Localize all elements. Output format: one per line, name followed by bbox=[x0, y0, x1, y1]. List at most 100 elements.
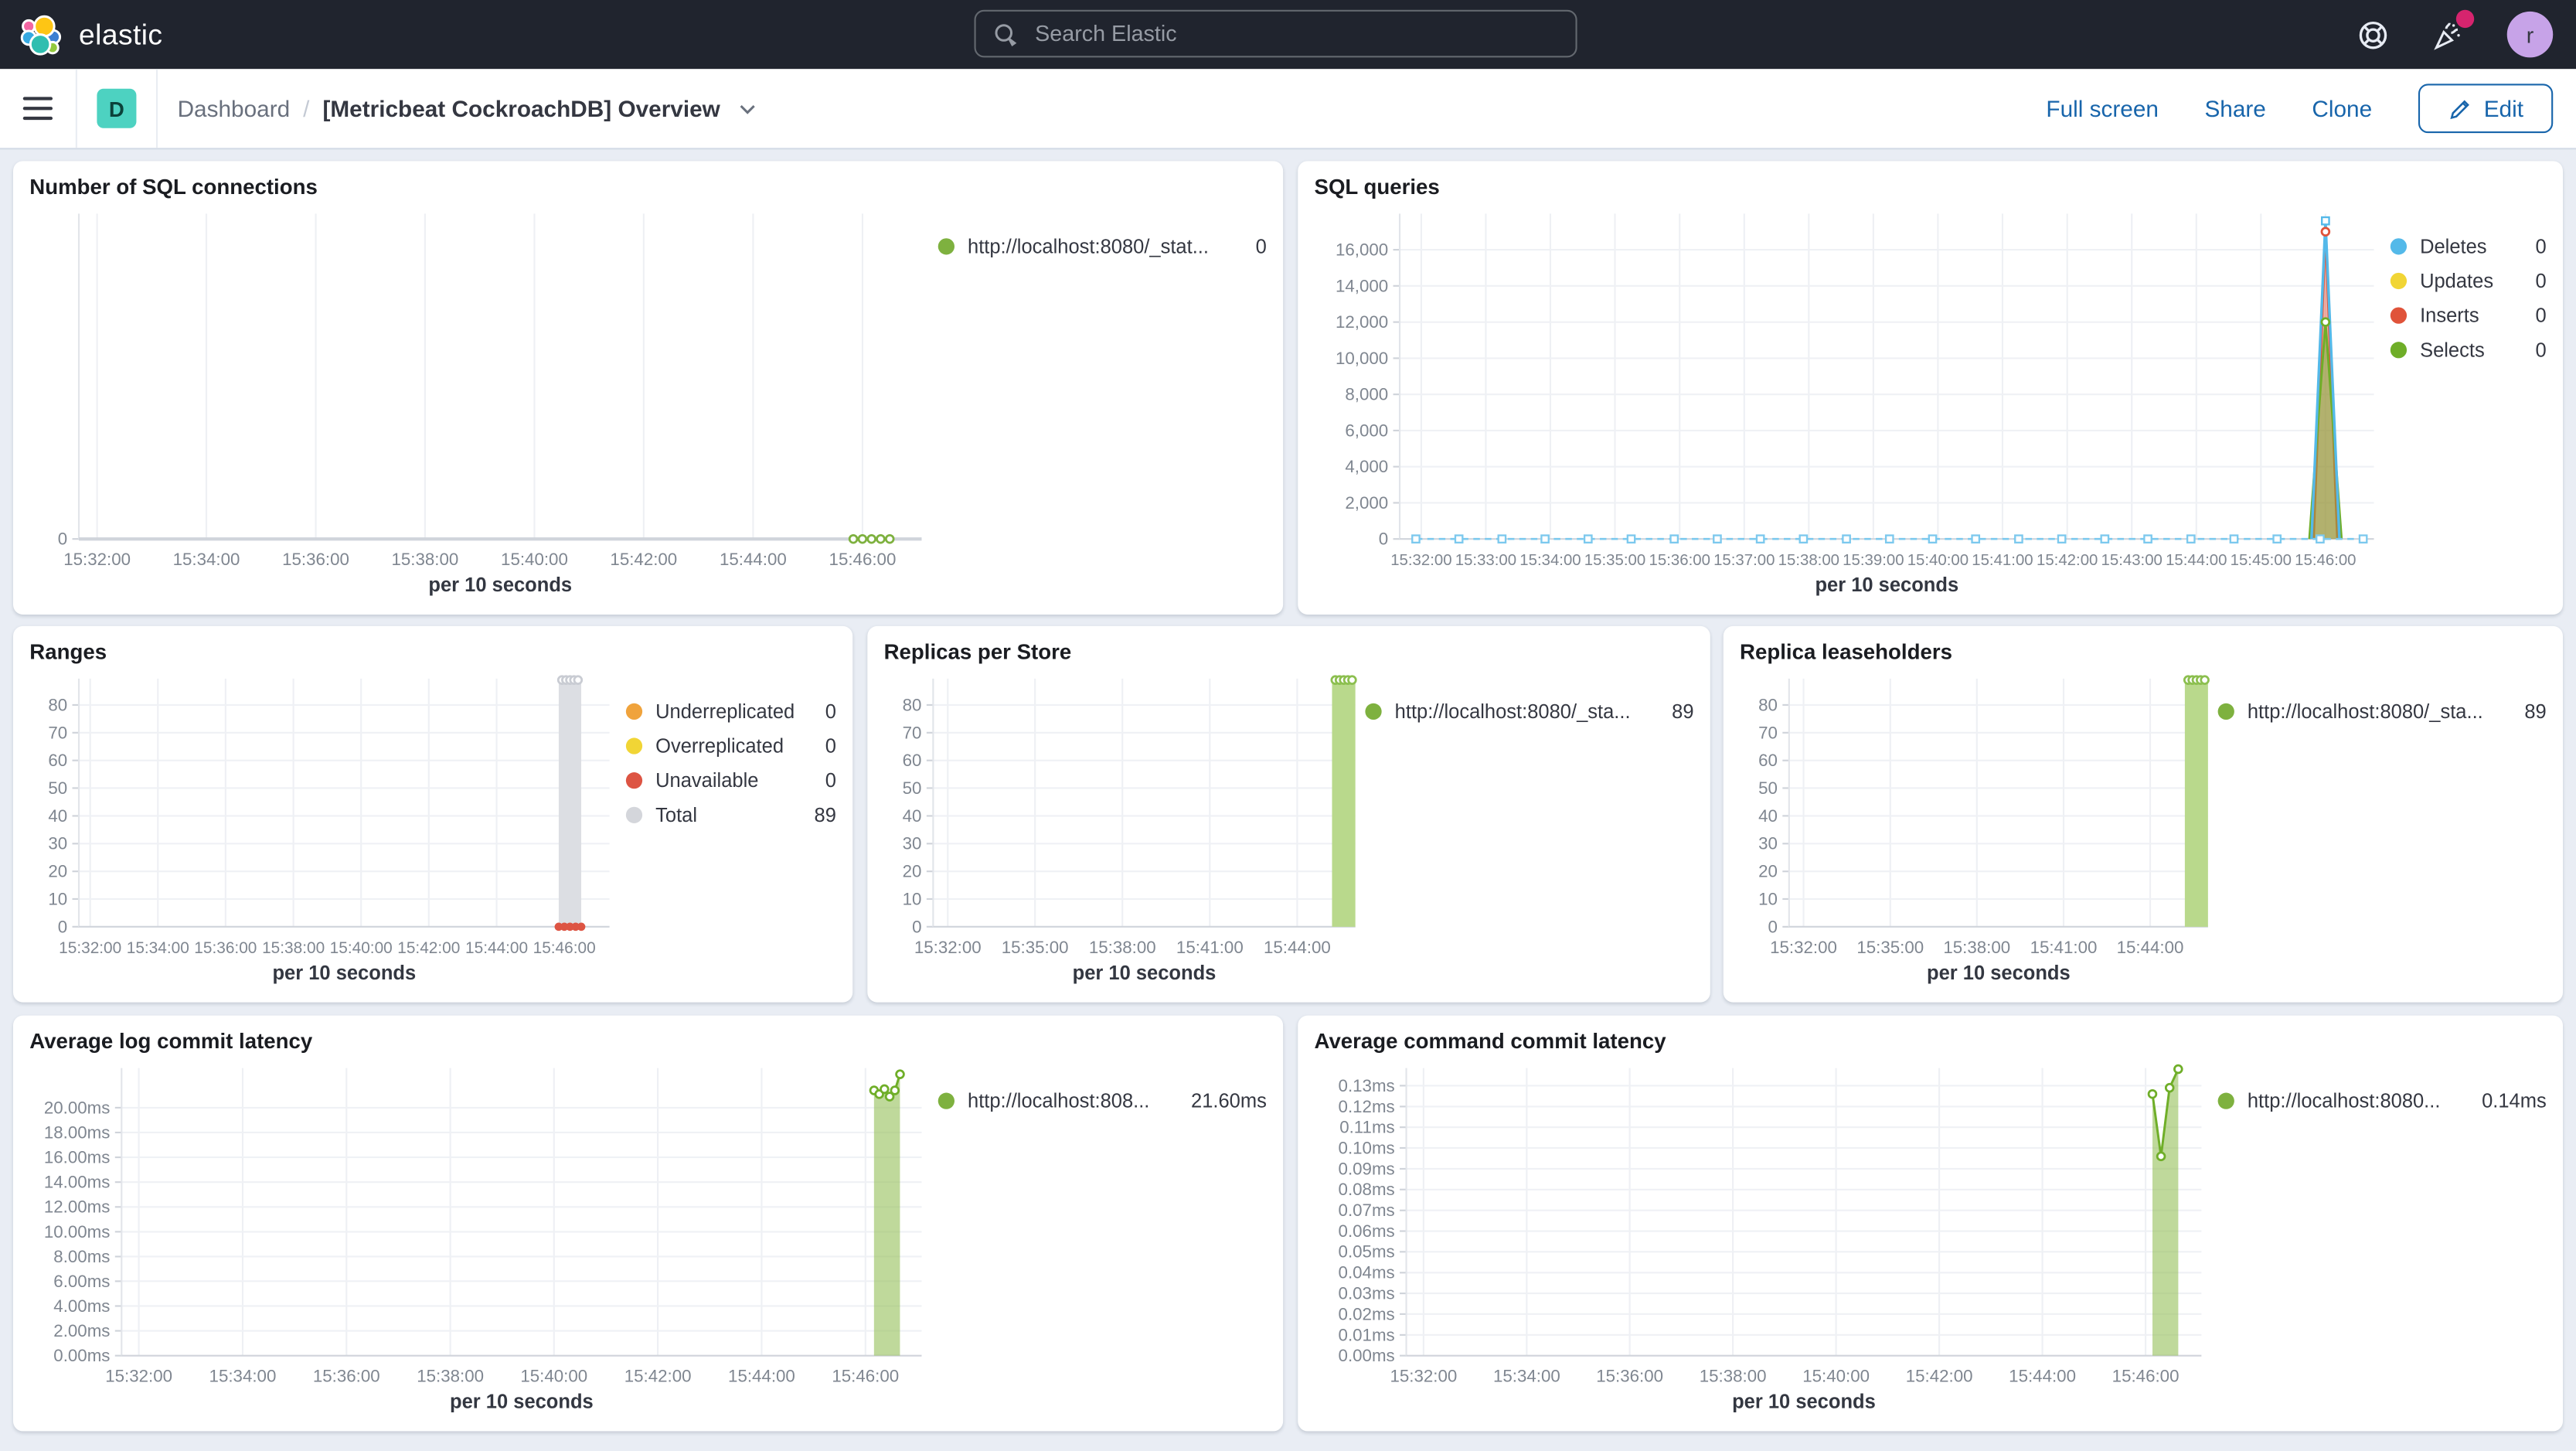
svg-text:15:34:00: 15:34:00 bbox=[1519, 552, 1581, 569]
menu-button[interactable] bbox=[22, 97, 53, 121]
panel-title[interactable]: Average command commit latency bbox=[1314, 1028, 1666, 1054]
edit-button[interactable]: Edit bbox=[2418, 83, 2554, 134]
svg-text:50: 50 bbox=[903, 778, 922, 798]
legend-item[interactable]: http://localhost:808... 21.60ms bbox=[938, 1091, 1267, 1111]
legend-value: 89 bbox=[2524, 700, 2547, 724]
legend-item[interactable]: http://localhost:8080/_sta... 89 bbox=[2217, 700, 2547, 724]
panel-title[interactable]: Number of SQL connections bbox=[29, 174, 318, 199]
chart-canvas[interactable]: 0 10 20 30 40 50 60 70 80 15:32:00 15:35:00 15:38:0… bbox=[1740, 666, 2218, 989]
svg-text:15:32:00: 15:32:00 bbox=[1770, 938, 1837, 957]
legend-value: 0 bbox=[825, 700, 836, 724]
help-button[interactable] bbox=[2356, 17, 2391, 52]
legend-item[interactable]: Deletes 0 bbox=[2390, 237, 2547, 257]
chart-legend: Deletes 0 Updates 0 Inserts 0 Selects 0 bbox=[2390, 200, 2547, 601]
svg-text:15:33:00: 15:33:00 bbox=[1455, 552, 1516, 569]
title-menu-button[interactable] bbox=[737, 97, 760, 120]
panel-title[interactable]: Replicas per Store bbox=[883, 639, 1072, 664]
chart-canvas[interactable]: 015:32:00 15:34:00 15:36:00 15:38:00 15:40:0… bbox=[29, 200, 938, 601]
legend-label: http://localhost:8080/_stat... bbox=[968, 234, 1209, 258]
svg-text:2,000: 2,000 bbox=[1345, 493, 1388, 513]
svg-text:80: 80 bbox=[1758, 695, 1778, 714]
svg-text:14.00ms: 14.00ms bbox=[44, 1173, 111, 1192]
legend-value: 0.14ms bbox=[2482, 1089, 2547, 1113]
svg-text:40: 40 bbox=[903, 806, 922, 826]
svg-text:15:45:00: 15:45:00 bbox=[2231, 552, 2292, 569]
legend-item[interactable]: Overreplicated 0 bbox=[625, 734, 836, 758]
legend-color-dot bbox=[938, 238, 955, 255]
search-input[interactable] bbox=[1031, 19, 1560, 48]
svg-text:15:43:00: 15:43:00 bbox=[2101, 552, 2163, 569]
svg-text:per 10 seconds: per 10 seconds bbox=[1815, 574, 1958, 596]
svg-text:15:37:00: 15:37:00 bbox=[1713, 552, 1775, 569]
svg-text:20: 20 bbox=[48, 862, 67, 881]
panel-average-log-commit-latency: Average log commit latency 0.00ms 2.00ms 4… bbox=[13, 1015, 1284, 1432]
user-avatar[interactable]: r bbox=[2506, 11, 2554, 58]
chart-average-log-commit-latency[interactable]: 0.00ms 2.00ms 4.00ms 6.00ms 8.00ms 10.00ms 12.… bbox=[29, 1055, 938, 1419]
panel-number-of-sql-connections: Number of SQL connections 0 15:32:00 15:34… bbox=[13, 161, 1284, 615]
dashboard-badge[interactable]: D bbox=[97, 88, 137, 128]
chart-average-command-commit-latency[interactable]: 0.00ms 0.01ms 0.02ms 0.03ms 0.04ms 0.05ms 0.06… bbox=[1315, 1055, 2218, 1419]
legend-item[interactable]: Unavailable 0 bbox=[625, 771, 836, 790]
breadcrumb-separator: / bbox=[303, 95, 310, 122]
chart-number-of-sql-connections[interactable]: 0 15:32:00 15:34:00 15:36:00 15:38:00 15:40:0… bbox=[29, 200, 938, 601]
brand-text: elastic bbox=[79, 17, 163, 50]
legend-item[interactable]: Updates 0 bbox=[2390, 269, 2547, 293]
svg-text:per 10 seconds: per 10 seconds bbox=[450, 1391, 594, 1413]
legend-item[interactable]: http://localhost:8080/_sta... 89 bbox=[1365, 700, 1694, 724]
chart-ranges[interactable]: 0 10 20 30 40 50 60 70 80 15:32:00 15:34:00 15:36:0… bbox=[29, 666, 626, 989]
chart-canvas[interactable]: 0 10 20 30 40 50 60 70 80 15:32:00 15:34:00 15:36:0… bbox=[29, 666, 626, 989]
legend-color-dot bbox=[625, 772, 643, 789]
panel-title[interactable]: Ranges bbox=[29, 639, 107, 664]
full-screen-button[interactable]: Full screen bbox=[2046, 95, 2159, 122]
legend-color-dot bbox=[2217, 703, 2234, 720]
chart-canvas[interactable]: 0 2,000 4,000 6,000 8,000 10,000 12,000 14,000 1… bbox=[1315, 200, 2391, 601]
breadcrumb-dashboard-link[interactable]: Dashboard bbox=[177, 95, 291, 122]
chart-legend: http://localhost:8080/_sta... 89 bbox=[2217, 666, 2547, 989]
svg-text:per 10 seconds: per 10 seconds bbox=[428, 574, 572, 596]
legend-label: Updates bbox=[2420, 269, 2494, 293]
share-button[interactable]: Share bbox=[2204, 95, 2266, 122]
svg-text:8.00ms: 8.00ms bbox=[53, 1247, 110, 1266]
global-search-box[interactable] bbox=[974, 9, 1577, 58]
whats-new-button[interactable] bbox=[2431, 9, 2475, 52]
svg-text:60: 60 bbox=[48, 751, 67, 770]
svg-text:15:32:00: 15:32:00 bbox=[1390, 1367, 1457, 1386]
svg-text:20: 20 bbox=[903, 862, 922, 881]
legend-item[interactable]: Selects 0 bbox=[2390, 340, 2547, 360]
svg-text:0.06ms: 0.06ms bbox=[1339, 1221, 1395, 1241]
edit-button-label: Edit bbox=[2483, 95, 2523, 122]
svg-text:6.00ms: 6.00ms bbox=[53, 1272, 110, 1291]
chart-canvas[interactable]: 0.00ms 2.00ms 4.00ms 6.00ms 8.00ms 10.00ms 12.… bbox=[29, 1055, 938, 1419]
svg-text:10: 10 bbox=[1758, 889, 1778, 908]
svg-text:0.05ms: 0.05ms bbox=[1339, 1242, 1395, 1262]
svg-text:15:35:00: 15:35:00 bbox=[1856, 938, 1924, 957]
elastic-home-link[interactable]: elastic bbox=[20, 0, 163, 69]
legend-item[interactable]: http://localhost:8080... 0.14ms bbox=[2217, 1089, 2547, 1113]
panel-title[interactable]: Replica leaseholders bbox=[1740, 639, 1952, 664]
svg-text:0: 0 bbox=[58, 917, 67, 936]
party-popper-icon bbox=[2431, 17, 2466, 52]
svg-text:16,000: 16,000 bbox=[1336, 240, 1388, 260]
chart-sql-queries[interactable]: 0 2,000 4,000 6,000 8,000 10,000 12,000 14,000 1… bbox=[1315, 200, 2391, 601]
svg-text:15:32:00: 15:32:00 bbox=[59, 939, 121, 957]
legend-value: 0 bbox=[825, 734, 836, 758]
legend-item[interactable]: http://localhost:8080/_stat... 0 bbox=[938, 237, 1267, 257]
panel-sql-queries: SQL queries 0 2,000 4,000 6,000 8,000 10,000 1… bbox=[1298, 161, 2563, 615]
chart-canvas[interactable]: 0 10 20 30 40 50 60 70 80 15:32:00 15:35:00 15:38:0… bbox=[884, 666, 1366, 989]
svg-text:0.07ms: 0.07ms bbox=[1339, 1201, 1395, 1220]
legend-item[interactable]: Total 89 bbox=[625, 806, 836, 826]
chart-replicas-per-store[interactable]: 0 10 20 30 40 50 60 70 80 15:32:00 15:35:00 15:38:0… bbox=[884, 666, 1366, 989]
panel-title[interactable]: Average log commit latency bbox=[29, 1028, 313, 1054]
svg-text:0: 0 bbox=[1379, 530, 1388, 549]
legend-item[interactable]: Underreplicated 0 bbox=[625, 700, 836, 724]
svg-text:30: 30 bbox=[48, 834, 67, 853]
chart-replica-leaseholders[interactable]: 0 10 20 30 40 50 60 70 80 15:32:00 15:35:00 15:38:0… bbox=[1740, 666, 2218, 989]
svg-text:0.00ms: 0.00ms bbox=[53, 1346, 110, 1365]
legend-item[interactable]: Inserts 0 bbox=[2390, 305, 2547, 325]
legend-value: 89 bbox=[1672, 700, 1694, 724]
svg-text:15:42:00: 15:42:00 bbox=[2037, 552, 2098, 569]
panel-title[interactable]: SQL queries bbox=[1314, 174, 1440, 199]
clone-button[interactable]: Clone bbox=[2312, 95, 2373, 122]
svg-text:0.09ms: 0.09ms bbox=[1339, 1159, 1395, 1178]
